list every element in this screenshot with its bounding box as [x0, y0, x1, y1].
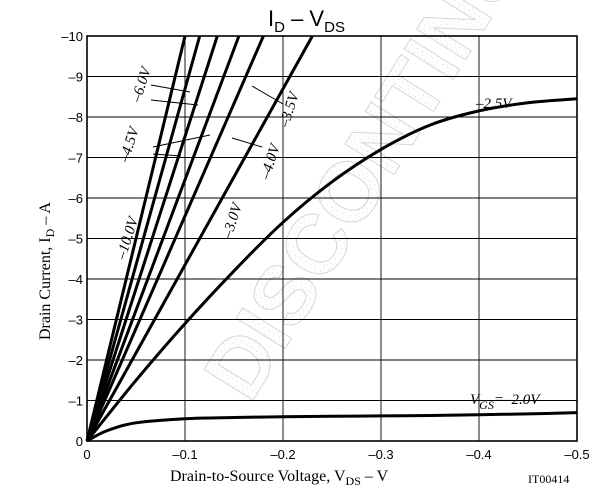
series-line	[85, 35, 265, 442]
series-line	[85, 35, 187, 442]
curve-label: –2.5V	[475, 96, 513, 112]
x-tick-label: –0.4	[466, 447, 491, 462]
curve-label-vgs: VGS=–2.0V	[470, 392, 541, 412]
x-tick-label: 0	[83, 447, 90, 462]
x-tick-label: –0.3	[368, 447, 393, 462]
x-tick-label: –0.1	[172, 447, 197, 462]
leader-line	[251, 85, 284, 105]
y-tick-label: –5	[69, 232, 83, 247]
series-line	[86, 411, 578, 443]
x-axis-label: Drain-to-Source Voltage, VDS – V	[170, 468, 389, 488]
x-tick-label: –0.5	[564, 447, 589, 462]
y-tick-label: –10	[61, 29, 83, 44]
watermark: DISCONTINUED	[185, 0, 594, 415]
leader-line	[231, 137, 263, 148]
y-tick-label: –3	[69, 313, 83, 328]
svg-text:DISCONTINUED: DISCONTINUED	[186, 0, 594, 415]
y-tick-labels: 0 –1 –2 –3 –4 –5 –6 –7 –8 –9 –10	[61, 29, 83, 449]
curve-label: –3.0V	[219, 200, 246, 241]
y-tick-label: 0	[76, 434, 83, 449]
y-tick-label: –9	[69, 70, 83, 85]
y-tick-label: –2	[69, 353, 83, 368]
y-tick-label: –1	[69, 394, 83, 409]
grid	[87, 36, 577, 441]
curve-label: –4.5V	[116, 124, 143, 165]
series-line	[85, 97, 578, 442]
series-line	[85, 35, 219, 442]
leader-line	[152, 153, 182, 157]
leader-line	[152, 134, 211, 148]
chart-title: ID – VDS	[268, 6, 345, 36]
y-tick-label: –6	[69, 191, 83, 206]
y-tick-label: –4	[69, 272, 83, 287]
y-tick-label: –8	[69, 110, 83, 125]
series-line	[85, 35, 314, 442]
y-tick-label: –7	[69, 151, 83, 166]
leader-line	[150, 84, 191, 93]
y-axis-label: Drain Current, ID – A	[37, 202, 57, 340]
figure-code: IT00414	[528, 472, 569, 486]
x-tick-label: –0.2	[270, 447, 295, 462]
leader-line	[150, 99, 199, 106]
series-line	[85, 35, 241, 442]
plot-frame	[86, 35, 578, 442]
curve-label: –6.0V	[128, 64, 155, 105]
x-tick-labels: 0 –0.1 –0.2 –0.3 –0.4 –0.5	[83, 447, 589, 462]
